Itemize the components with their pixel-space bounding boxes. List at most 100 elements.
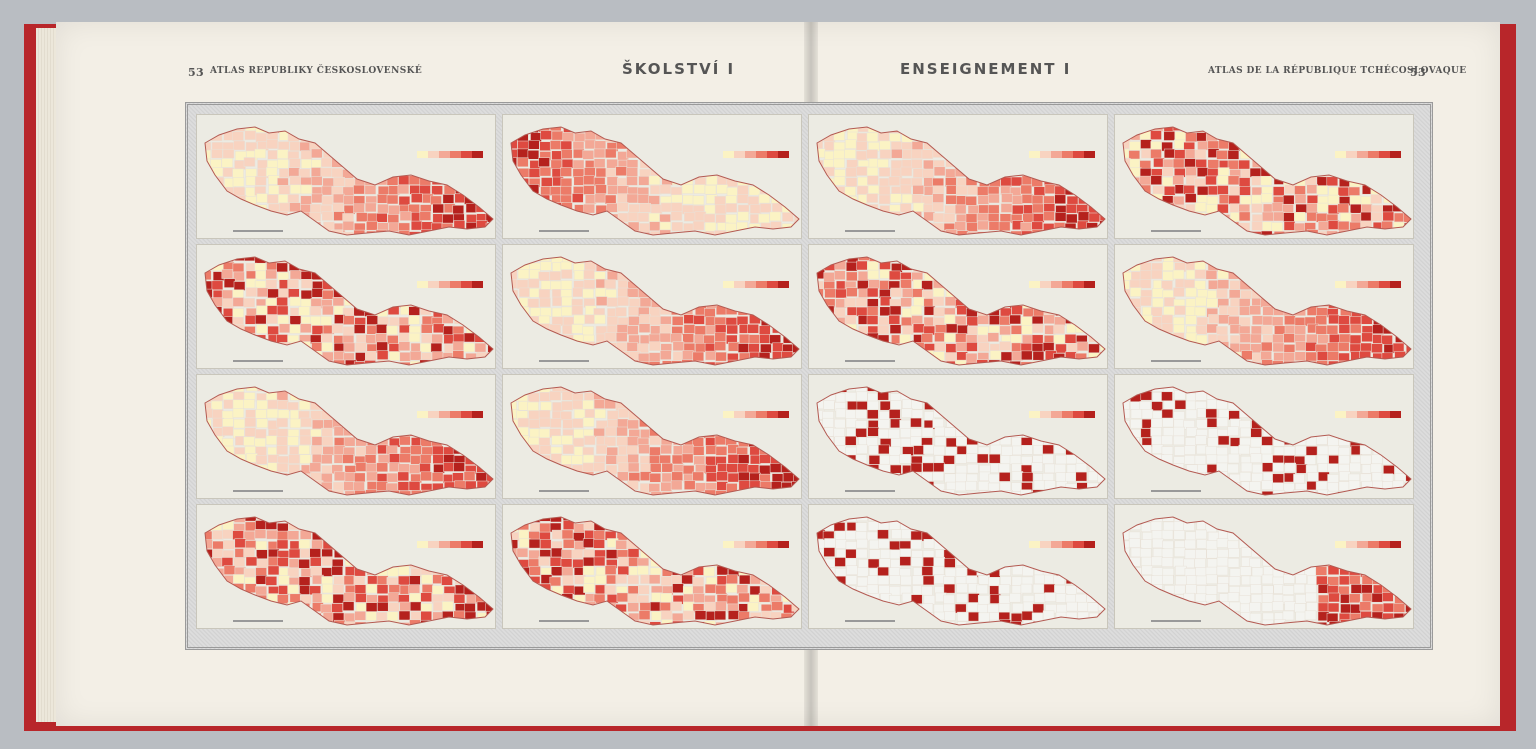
district-region (353, 401, 366, 411)
district-region (1359, 158, 1372, 168)
district-region (857, 342, 870, 353)
district-region (1316, 454, 1329, 465)
district-region (1184, 193, 1197, 203)
district-region (705, 539, 718, 550)
district-region (300, 289, 313, 300)
district-region (1088, 427, 1101, 437)
district-region (703, 566, 715, 577)
district-region (793, 566, 799, 577)
legend-swatch (745, 411, 756, 418)
district-region (1174, 305, 1186, 316)
district-region (725, 263, 738, 273)
district-region (289, 315, 302, 325)
district-region (377, 454, 390, 464)
district-region (255, 132, 268, 143)
district-region (399, 547, 412, 558)
district-region (266, 194, 279, 204)
district-region (617, 517, 629, 523)
district-region (211, 314, 224, 325)
district-region (265, 344, 278, 354)
district-region (310, 566, 323, 577)
district-region (476, 517, 488, 524)
district-region (1403, 427, 1411, 438)
legend-swatch (1084, 281, 1095, 288)
district-region (1404, 196, 1411, 206)
district-region (1284, 315, 1296, 326)
district-region (1076, 270, 1089, 280)
district-region (256, 305, 268, 316)
district-region (1294, 279, 1307, 290)
district-region (210, 257, 223, 263)
district-region (233, 271, 245, 282)
district-region (410, 445, 422, 455)
district-region (1152, 387, 1164, 392)
district-region (511, 602, 519, 612)
district-region (649, 530, 662, 540)
district-region (511, 195, 518, 205)
district-region (1043, 297, 1056, 308)
district-region (682, 130, 694, 140)
district-region (1098, 453, 1105, 464)
district-region (769, 418, 782, 428)
district-region (759, 203, 772, 213)
district-region (287, 278, 299, 289)
district-region (1228, 269, 1240, 280)
district-region (243, 547, 255, 558)
district-region (1328, 334, 1341, 344)
district-region (833, 230, 845, 235)
district-region (1273, 446, 1286, 457)
district-region (888, 314, 901, 325)
district-region (560, 411, 572, 421)
district-region (727, 454, 740, 464)
district-region (1337, 186, 1350, 197)
district-region (817, 186, 824, 196)
district-region (550, 159, 563, 170)
district-region (420, 399, 432, 410)
district-region (1152, 332, 1165, 343)
district-region (234, 341, 247, 352)
district-region (527, 298, 540, 308)
district-region (464, 611, 477, 622)
district-region (845, 261, 858, 272)
district-region (1372, 418, 1385, 429)
district-region (511, 583, 519, 594)
district-region (671, 574, 683, 585)
district-region (988, 473, 1001, 484)
district-region (311, 127, 323, 132)
district-region (683, 314, 696, 324)
district-region (486, 610, 493, 621)
district-region (344, 127, 357, 132)
district-region (604, 426, 617, 437)
district-region (727, 257, 740, 262)
district-region (1130, 220, 1142, 230)
district-region (265, 167, 278, 177)
district-region (695, 167, 707, 177)
district-region (714, 269, 726, 280)
district-region (1066, 308, 1078, 318)
district-region (376, 350, 389, 360)
district-region (1150, 149, 1162, 159)
district-region (817, 194, 824, 204)
district-region (617, 565, 630, 576)
district-region (562, 350, 574, 360)
district-region (211, 585, 223, 595)
district-region (388, 584, 401, 594)
district-region (1183, 350, 1196, 361)
district-region (487, 446, 493, 457)
district-region (693, 550, 706, 560)
district-region (736, 517, 749, 523)
district-region (1394, 287, 1407, 297)
district-region (278, 288, 290, 298)
district-region (648, 393, 660, 403)
district-region (1283, 482, 1295, 493)
district-region (1283, 140, 1295, 151)
district-region (868, 360, 880, 365)
district-region (364, 157, 377, 168)
country-border (204, 126, 494, 236)
district-region (596, 444, 608, 455)
district-region (822, 127, 834, 134)
legend-swatch (734, 411, 745, 418)
district-region (639, 139, 651, 150)
district-region (1163, 131, 1176, 141)
district-region (649, 166, 662, 176)
